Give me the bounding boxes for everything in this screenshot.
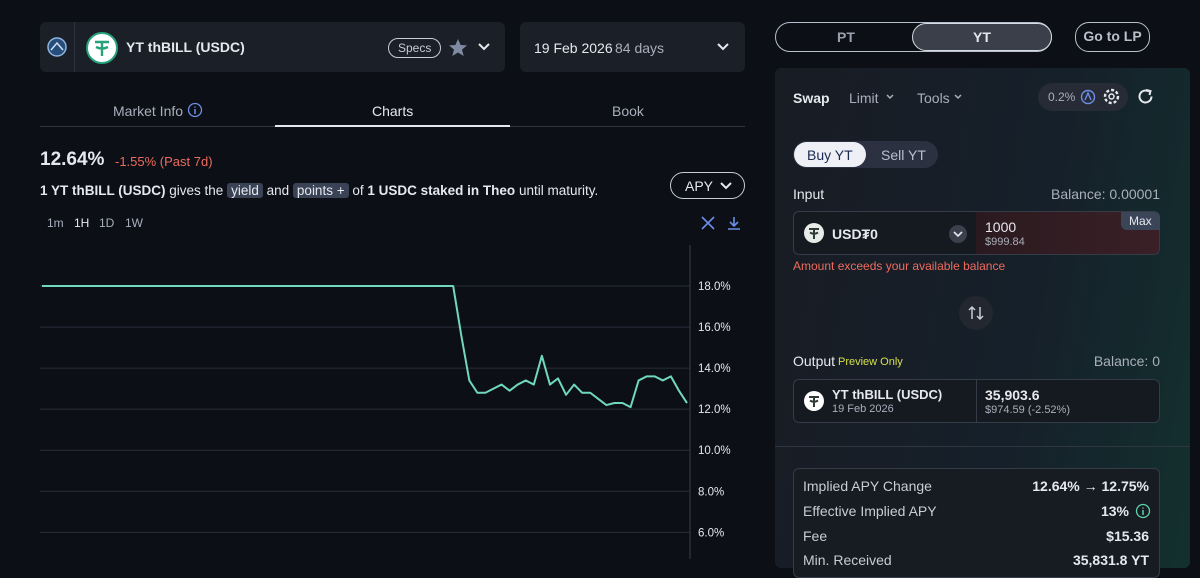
- chevron[interactable]: [477, 41, 491, 53]
- input-token[interactable]: USD₮0: [832, 226, 878, 242]
- tab[interactable]: Market Info: [113, 103, 184, 119]
- y-tick-label: 6.0%: [698, 527, 724, 539]
- timeframe[interactable]: 1D: [99, 216, 115, 230]
- apy-dropdown-label: APY: [685, 178, 714, 194]
- apy-change: -1.55% (Past 7d): [115, 154, 213, 169]
- star-icon[interactable]: [448, 38, 468, 58]
- chevron[interactable]: [716, 41, 730, 53]
- text: 1 YT thBILL (USDC): [40, 183, 166, 198]
- market-name: YT thBILL (USDC): [126, 39, 245, 55]
- side-option-active[interactable]: Buy YT: [807, 147, 853, 163]
- download-icon[interactable]: [726, 215, 742, 231]
- input-amount[interactable]: 1000: [985, 219, 1017, 235]
- protocol-icon: [47, 37, 67, 57]
- slippage: 0.2%: [1048, 90, 1076, 104]
- specs-button[interactable]: Specs: [388, 38, 442, 58]
- detail-value: 35,831.8 YT: [1072, 552, 1149, 568]
- timeframe[interactable]: 1m: [47, 216, 64, 230]
- output-label: Output: [793, 353, 836, 369]
- output-usd: $974.59 (-2.52%): [985, 404, 1070, 416]
- usdt-icon: [804, 223, 824, 243]
- timeframe[interactable]: 1W: [125, 216, 143, 230]
- chevron: [886, 94, 894, 100]
- y-tick-label: 18.0%: [698, 281, 731, 293]
- input-balance: Balance: 0.00001: [1051, 186, 1160, 202]
- y-tick-label: 12.0%: [698, 404, 731, 416]
- tools-icon[interactable]: [700, 215, 716, 231]
- detail-label: Effective Implied APY: [803, 503, 937, 519]
- y-tick-label: 16.0%: [698, 322, 731, 334]
- toggle-active[interactable]: [912, 23, 1052, 51]
- output-balance: Balance: 0: [1093, 353, 1160, 369]
- maturity-card[interactable]: [520, 22, 745, 72]
- y-tick-label: 10.0%: [698, 445, 731, 457]
- tab-active[interactable]: Charts: [372, 103, 414, 119]
- y-tick-label: 8.0%: [698, 486, 724, 498]
- detail-label: Min. Received: [803, 552, 892, 568]
- info-icon[interactable]: [1135, 503, 1151, 519]
- token-icon: [804, 391, 824, 411]
- tag: yield: [227, 183, 263, 198]
- swap-direction[interactable]: [958, 295, 994, 331]
- divider: [74, 22, 75, 72]
- text: and: [266, 183, 290, 198]
- detail-value: 13%: [1100, 503, 1129, 519]
- divider: [976, 380, 977, 422]
- refresh-icon[interactable]: [1136, 87, 1155, 106]
- toggle-option-active[interactable]: YT: [973, 29, 991, 45]
- mode[interactable]: Tools: [917, 90, 950, 106]
- auto-icon: [1080, 89, 1096, 105]
- toggle-option[interactable]: PT: [837, 29, 855, 45]
- chevron: [720, 182, 732, 190]
- text: until maturity.: [518, 183, 599, 198]
- input-usd: $999.84: [985, 236, 1025, 248]
- max-button[interactable]: Max: [1121, 212, 1160, 230]
- description: 1 YT thBILL (USDC) gives the yield and p…: [40, 183, 598, 198]
- side-active[interactable]: [794, 142, 866, 167]
- output-token: YT thBILL (USDC): [832, 387, 943, 402]
- mode-active[interactable]: Swap: [793, 90, 830, 106]
- text: of: [352, 183, 364, 198]
- tag: points +: [292, 183, 349, 198]
- line-series: [42, 285, 688, 409]
- input-label: Input: [793, 186, 825, 202]
- timeframe-active[interactable]: 1H: [74, 216, 90, 230]
- mode[interactable]: Limit: [849, 90, 879, 106]
- chevron: [954, 94, 962, 100]
- detail-value: $15.36: [1106, 528, 1149, 544]
- side-option[interactable]: Sell YT: [881, 147, 926, 163]
- apy-value: 12.64%: [40, 149, 105, 170]
- token-select[interactable]: [948, 224, 968, 244]
- input-error: Amount exceeds your available balance: [793, 259, 1006, 273]
- preview-only: Preview Only: [838, 356, 903, 368]
- page: {"market_header":{"name":"YT thBILL (USD…: [40, 22, 1190, 578]
- detail-label: Implied APY Change: [803, 478, 932, 494]
- text: 1 USDC staked in Theo: [367, 183, 516, 198]
- tab-underline: [275, 125, 510, 127]
- settings-pill[interactable]: [1038, 83, 1128, 111]
- divider: [775, 446, 1190, 447]
- token-icon: [86, 32, 118, 64]
- info-icon: [187, 102, 203, 118]
- go-lp-button[interactable]: Go to LP: [1075, 22, 1150, 52]
- output-amount: 35,903.6: [985, 387, 1040, 403]
- detail-value: 12.64% → 12.75%: [1032, 478, 1149, 494]
- maturity-days: 84 days: [615, 40, 665, 56]
- maturity-date: 19 Feb 2026: [534, 40, 613, 56]
- output-date: 19 Feb 2026: [832, 403, 894, 415]
- chart: 6.0% 8.0% 10.0% 12.0% 14.0% 16.0% 18.0%: [40, 245, 731, 559]
- gear-icon[interactable]: [1102, 87, 1121, 106]
- text: gives the: [169, 183, 224, 198]
- y-tick-label: 14.0%: [698, 363, 731, 375]
- apy-dropdown[interactable]: [670, 172, 745, 199]
- tab[interactable]: Book: [612, 103, 644, 119]
- detail-label: Fee: [803, 528, 828, 544]
